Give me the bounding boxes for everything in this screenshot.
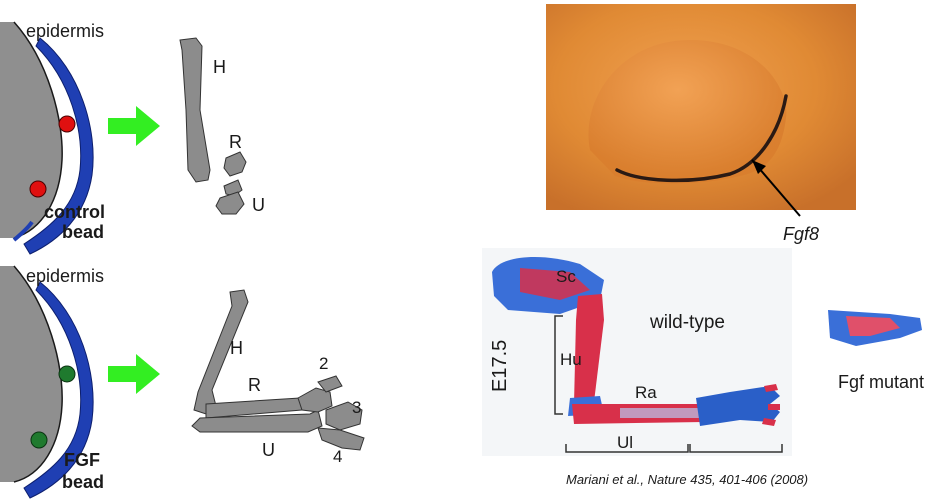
- fgf-ulna: [191, 409, 323, 433]
- ulna-bracket: [565, 444, 783, 453]
- control-bead-lower: [29, 180, 47, 198]
- stage-label: E17.5: [489, 340, 511, 392]
- fgf-bead-lower: [30, 431, 48, 449]
- humerus-label: Hu: [560, 350, 582, 369]
- control-label-h: H: [213, 57, 226, 77]
- control-epidermis-label: epidermis: [26, 21, 104, 41]
- fgf-panel: epidermis FGF bead H R U 2 3 4: [0, 265, 365, 499]
- mutant-limb-red: [846, 316, 900, 336]
- scapula-label: Sc: [556, 267, 576, 286]
- fgf-ectoderm: [23, 281, 94, 499]
- fgf-digit-4: [317, 427, 365, 451]
- control-humerus: [179, 37, 211, 183]
- fgf-digit-2: [317, 375, 343, 393]
- fgf-mesoderm: [0, 266, 63, 482]
- citation: Mariani et al., Nature 435, 401-406 (200…: [566, 472, 808, 487]
- mutant-limb-photo: Fgf mutant: [828, 310, 924, 392]
- control-panel: epidermis control bead H R U: [0, 21, 265, 255]
- wildtype-label: wild-type: [649, 312, 725, 333]
- control-mesoderm-ridge: [13, 21, 63, 239]
- humerus-stain: [574, 294, 604, 404]
- control-inner-ectoderm: [12, 220, 34, 242]
- ulna-radius-shaft: [620, 408, 700, 418]
- control-label-r: R: [229, 132, 242, 152]
- fgf-mesoderm-ridge: [13, 265, 63, 483]
- fgf-digit-3: [325, 401, 363, 431]
- fgf-label-h: H: [230, 338, 243, 358]
- ulna-label: Ul: [617, 433, 633, 452]
- fgf-label-u: U: [262, 440, 275, 460]
- fgf8-in-situ-photo: Fgf8: [546, 4, 856, 244]
- control-mesoderm: [0, 22, 63, 238]
- fgf8-label: Fgf8: [783, 224, 819, 244]
- fgf8-aer-stain: [615, 94, 788, 183]
- mutant-label: Fgf mutant: [838, 372, 924, 392]
- scapula-red: [520, 268, 590, 300]
- control-radius: [223, 151, 247, 177]
- control-ectoderm: [23, 37, 94, 255]
- fgf-label-r: R: [248, 375, 261, 395]
- fgf-bead-label-2: bead: [62, 472, 104, 492]
- control-bead-label-1: control: [44, 202, 105, 222]
- control-bead-upper: [58, 115, 76, 133]
- digits-red-tips: [762, 384, 780, 426]
- fgf-label-3: 3: [352, 398, 361, 417]
- fgf-label-2: 2: [319, 354, 328, 373]
- fgf-carpal: [297, 387, 333, 413]
- humerus-bracket: [554, 315, 563, 415]
- fgf-bead-upper: [58, 365, 76, 383]
- fgf8-pointer-arrowhead: [752, 160, 766, 174]
- fgf-label-4: 4: [333, 447, 342, 466]
- fgf-bead-label-1: FGF: [64, 450, 100, 470]
- radius-label: Ra: [635, 383, 657, 402]
- autopod: [696, 386, 780, 426]
- control-ulna: [215, 191, 245, 215]
- fgf-green-arrow: [108, 354, 160, 394]
- control-label-u: U: [252, 195, 265, 215]
- control-green-arrow: [108, 106, 160, 146]
- limb-bud: [588, 40, 787, 184]
- control-bead-label-2: bead: [62, 222, 104, 242]
- skeletal-stain-photo: Sc Hu Ra Ul wild-type E17.5: [482, 248, 792, 456]
- fgf-epidermis-label: epidermis: [26, 266, 104, 286]
